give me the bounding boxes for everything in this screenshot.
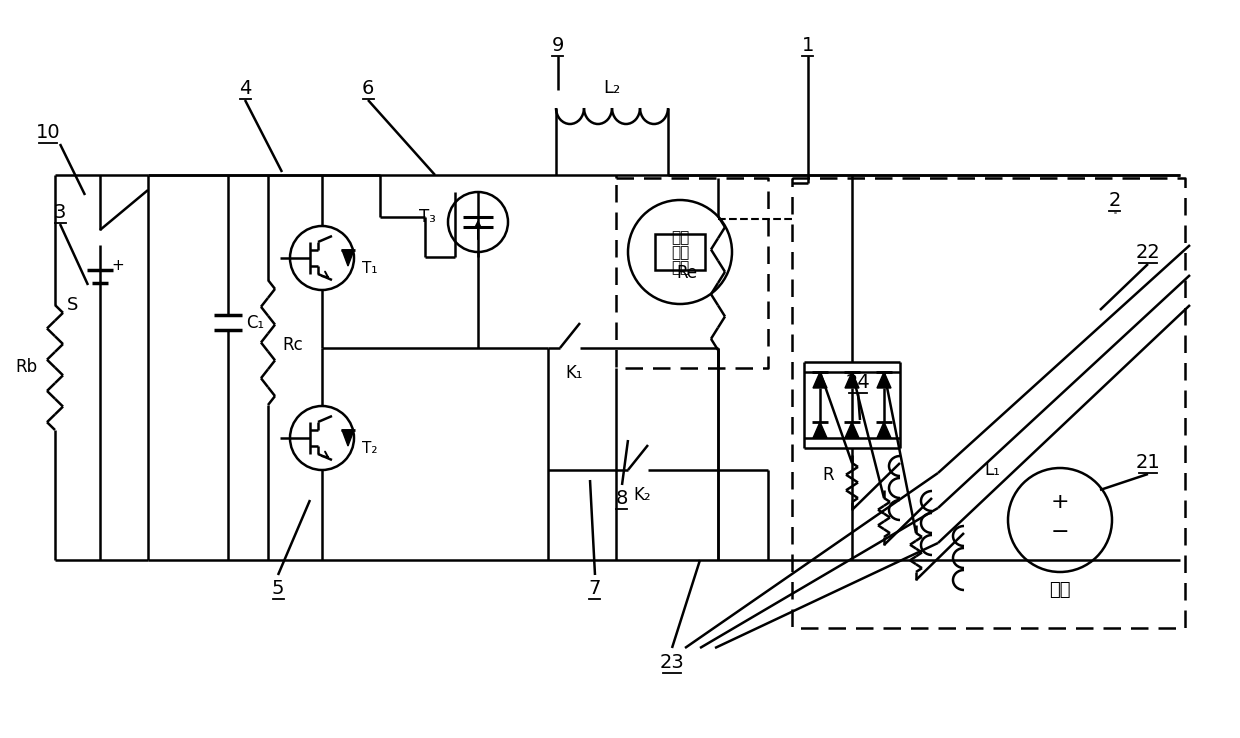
Text: 8: 8 (616, 489, 629, 508)
Text: L₂: L₂ (604, 79, 621, 97)
Text: 2: 2 (1109, 190, 1121, 210)
Text: S: S (67, 296, 78, 314)
Text: 9: 9 (552, 35, 564, 55)
Text: Rb: Rb (15, 358, 37, 376)
Text: 流制: 流制 (671, 246, 689, 261)
Text: 23: 23 (660, 652, 684, 672)
Text: K₂: K₂ (632, 486, 651, 504)
Text: 电机: 电机 (1049, 581, 1071, 599)
Polygon shape (844, 372, 859, 388)
Text: 电涡: 电涡 (671, 230, 689, 246)
Text: Re: Re (677, 264, 698, 282)
Text: 24: 24 (846, 373, 870, 391)
Polygon shape (342, 430, 353, 446)
Text: +: + (1050, 492, 1069, 512)
Polygon shape (813, 422, 827, 438)
Polygon shape (844, 422, 859, 438)
Text: 1: 1 (802, 35, 815, 55)
Polygon shape (877, 422, 892, 438)
Text: T₂: T₂ (362, 441, 377, 455)
Text: +: + (112, 258, 124, 272)
Text: 6: 6 (362, 78, 374, 97)
Text: C₁: C₁ (246, 314, 264, 332)
Text: 10: 10 (36, 123, 61, 142)
Text: Rc: Rc (281, 336, 303, 354)
Polygon shape (342, 250, 353, 266)
Text: T₃: T₃ (419, 208, 436, 226)
Text: 4: 4 (239, 78, 252, 97)
Text: R: R (822, 466, 835, 484)
Text: 3: 3 (53, 202, 66, 221)
Text: 22: 22 (1136, 243, 1161, 261)
Text: 7: 7 (589, 579, 601, 598)
Text: L₁: L₁ (985, 461, 999, 479)
Polygon shape (877, 372, 892, 388)
Text: K₁: K₁ (565, 364, 583, 382)
Text: 21: 21 (1136, 452, 1161, 472)
Text: 5: 5 (272, 579, 284, 598)
Polygon shape (813, 372, 827, 388)
Text: T₁: T₁ (362, 261, 377, 275)
Text: 动器: 动器 (671, 261, 689, 275)
Text: −: − (1050, 522, 1069, 542)
